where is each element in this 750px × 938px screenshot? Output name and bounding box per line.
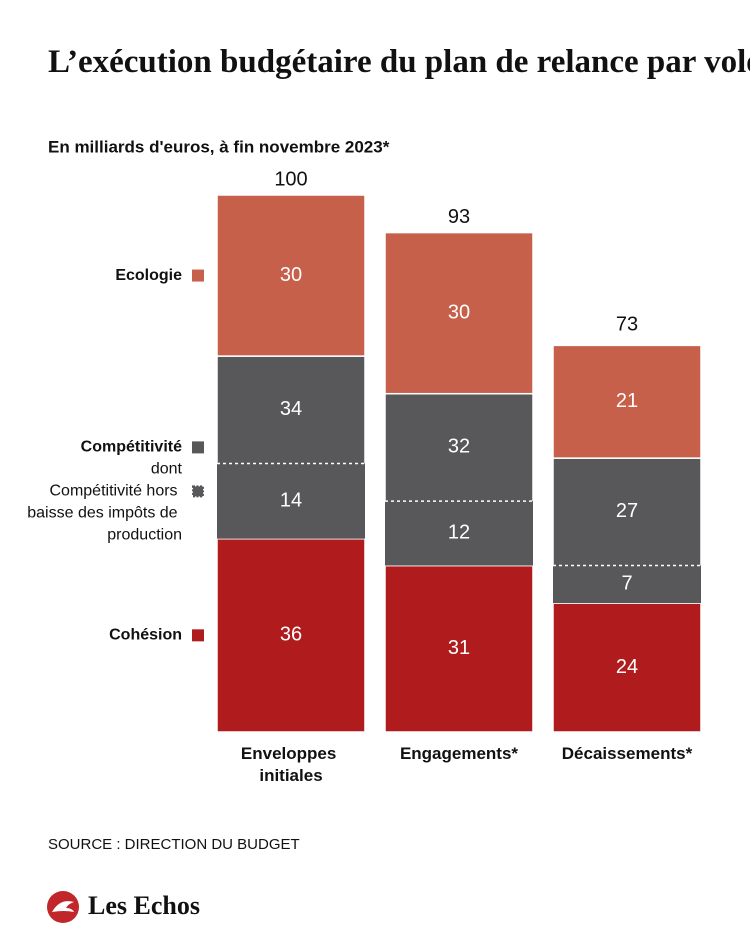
bar-segment bbox=[552, 344, 702, 459]
legend-label: Ecologie bbox=[115, 267, 182, 284]
legend-swatch bbox=[192, 629, 204, 642]
source: SOURCE : DIRECTION DU BUDGET bbox=[48, 836, 300, 853]
value-label: 31 bbox=[448, 637, 470, 659]
subset-segment bbox=[553, 565, 701, 604]
subset-label: 14 bbox=[280, 489, 302, 511]
logo bbox=[47, 891, 79, 923]
value-label: 30 bbox=[448, 301, 470, 323]
legend-label: Cohésion bbox=[109, 627, 182, 644]
total-label: 73 bbox=[616, 313, 638, 335]
legend-prefix: dont bbox=[151, 461, 183, 478]
bar-segment bbox=[384, 564, 534, 733]
legend-label: Compétitivité hors baisse des impôts de … bbox=[27, 483, 182, 544]
bar-segment bbox=[216, 194, 366, 357]
value-label: 21 bbox=[616, 390, 638, 412]
value-label: 32 bbox=[448, 436, 470, 458]
logo-icon bbox=[52, 901, 74, 912]
subset-segment bbox=[217, 463, 365, 539]
total-label: 100 bbox=[274, 168, 307, 190]
legend-swatch bbox=[192, 269, 204, 282]
subset-label: 7 bbox=[621, 573, 632, 595]
legend-label: Compétitivité bbox=[81, 439, 182, 456]
x-tick-label: Enveloppes initiales bbox=[241, 744, 341, 785]
legend-swatch bbox=[192, 485, 204, 498]
x-tick-label: Engagements* bbox=[400, 744, 518, 763]
brand: Les Echos bbox=[88, 891, 200, 920]
x-tick-label: Décaissements* bbox=[562, 744, 693, 763]
chart-subtitle: En milliards d'euros, à fin novembre 202… bbox=[48, 137, 390, 156]
bar-segment bbox=[216, 537, 366, 733]
value-label: 27 bbox=[616, 500, 638, 522]
subset-label: 12 bbox=[448, 522, 470, 544]
value-label: 36 bbox=[280, 624, 302, 646]
total-label: 93 bbox=[448, 206, 470, 228]
bar-segment bbox=[384, 231, 534, 395]
value-label: 34 bbox=[280, 398, 302, 420]
legend-swatch bbox=[192, 441, 204, 454]
value-label: 30 bbox=[280, 264, 302, 286]
chart-title: L’exécution budgétaire du plan de relanc… bbox=[48, 44, 750, 80]
subset-segment bbox=[385, 501, 533, 566]
value-label: 24 bbox=[616, 656, 638, 678]
bar-segment bbox=[552, 602, 702, 733]
